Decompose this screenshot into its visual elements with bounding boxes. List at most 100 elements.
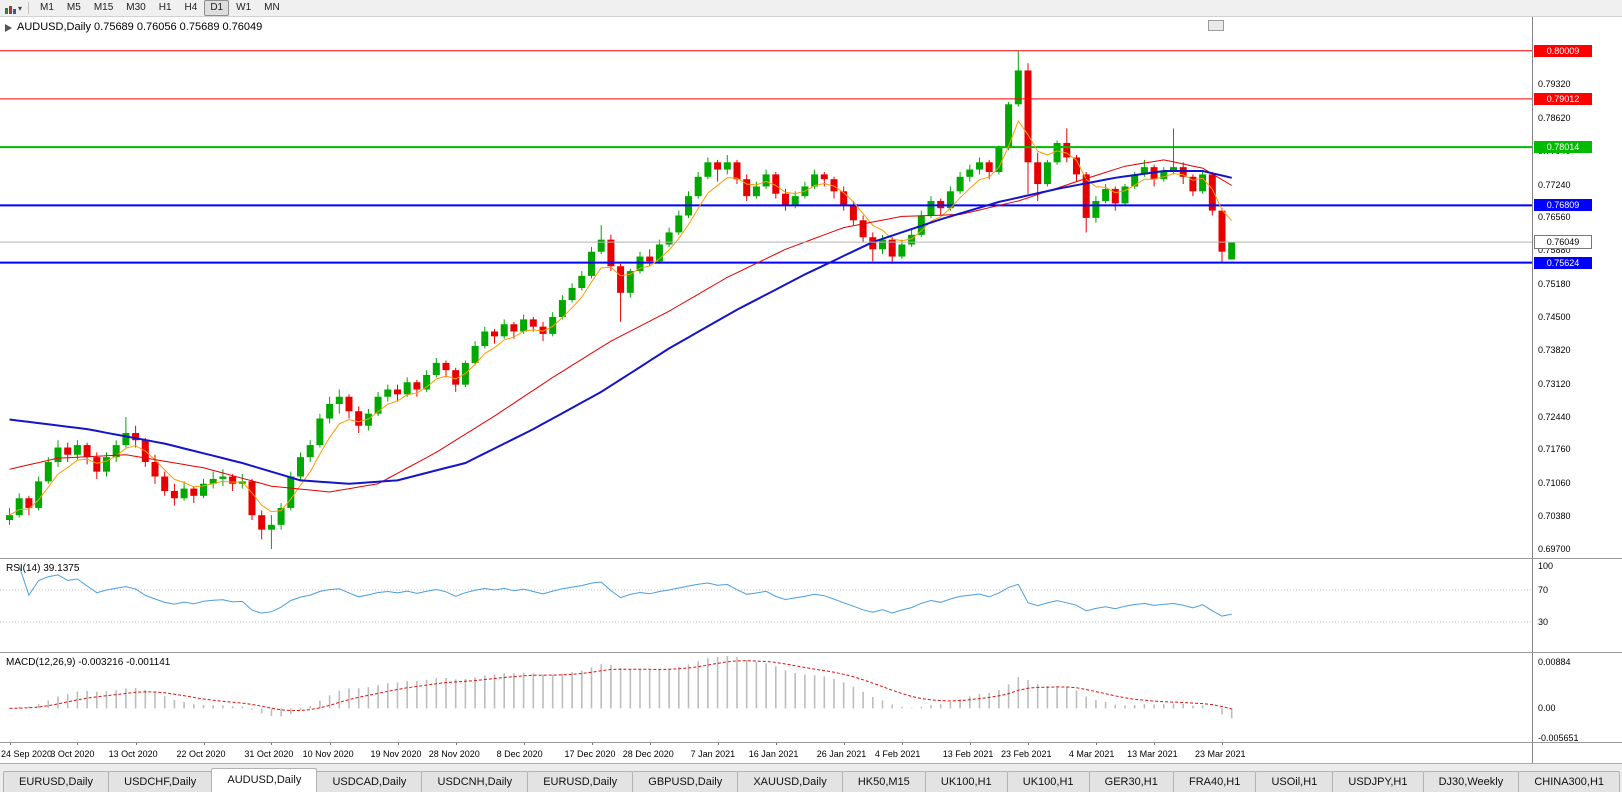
hline-price-label: 0.80009 xyxy=(1534,44,1592,57)
time-axis-tick xyxy=(9,742,11,745)
price-scale[interactable]: 0.793200.786200.779400.772400.765600.758… xyxy=(1532,17,1622,763)
tab-gbpusd-daily[interactable]: GBPUSD,Daily xyxy=(632,771,739,792)
timeframe-m15[interactable]: M15 xyxy=(93,2,114,13)
date-label: 31 Oct 2020 xyxy=(244,749,294,759)
moving-average-fast xyxy=(9,119,1233,516)
price-axis-tick: 0.73820 xyxy=(1538,344,1571,355)
tab-hk50-m15[interactable]: HK50,M15 xyxy=(841,771,926,792)
price-axis-tick: 0.70380 xyxy=(1538,511,1571,522)
date-label: 28 Dec 2020 xyxy=(622,749,674,759)
time-axis[interactable]: 24 Sep 2020 3 Oct 2020 13 Oct 2020 22 Oct 2… xyxy=(0,742,1532,763)
macd-label: MACD(12,26,9) -0.003216 -0.001141 xyxy=(6,657,171,668)
date-label: 23 Mar 2021 xyxy=(1195,749,1246,759)
macd-axis-tick: 0.00884 xyxy=(1538,657,1571,667)
hline-price-label: 0.75624 xyxy=(1534,256,1592,269)
chart-title: AUDUSD,Daily 0.75689 0.76056 0.75689 0.7… xyxy=(17,21,262,33)
time-axis-tick xyxy=(397,742,399,745)
date-label: 19 Nov 2020 xyxy=(370,749,422,759)
date-label: 22 Oct 2020 xyxy=(176,749,226,759)
date-label: 10 Nov 2020 xyxy=(302,749,354,759)
timeframe-m5[interactable]: M5 xyxy=(66,2,81,13)
date-label: 17 Dec 2020 xyxy=(564,749,616,759)
timeframe-m1[interactable]: M1 xyxy=(40,2,54,13)
rsi-axis-tick: 100 xyxy=(1538,561,1554,571)
hline-price-label: 0.79012 xyxy=(1534,92,1592,105)
timeframe-d1[interactable]: D1 xyxy=(204,0,230,16)
rsi-indicator-pane[interactable] xyxy=(0,560,1532,652)
price-axis-tick: 0.73120 xyxy=(1538,378,1571,389)
tab-usoil-h1[interactable]: USOil,H1 xyxy=(1255,771,1334,792)
price-axis-tick: 0.69700 xyxy=(1538,544,1571,554)
rsi-axis-tick: 30 xyxy=(1538,617,1549,627)
time-axis-tick xyxy=(523,742,525,745)
rsi-axis-tick: 70 xyxy=(1538,585,1549,595)
timeframe-h4[interactable]: H4 xyxy=(184,2,198,13)
price-axis-tick: 0.75180 xyxy=(1538,279,1571,290)
chart-type-icon[interactable] xyxy=(4,3,17,14)
macd-axis-tick: 0.00 xyxy=(1538,703,1556,714)
price-axis-tick: 0.79320 xyxy=(1538,78,1571,89)
time-axis-tick xyxy=(1028,742,1029,745)
date-label: 13 Mar 2021 xyxy=(1127,749,1178,759)
date-label: 13 Oct 2020 xyxy=(108,749,158,759)
hline-price-label: 0.76809 xyxy=(1534,199,1592,212)
rsi-label: RSI(14) 39.1375 xyxy=(6,563,80,574)
tab-ger30-h1[interactable]: GER30,H1 xyxy=(1088,771,1174,792)
timeframe-buttons: M1 M5 M15 M30 H1 H4 D1 W1 MN xyxy=(34,0,287,16)
tab-usdcad-daily[interactable]: USDCAD,Daily xyxy=(316,771,423,792)
tab-china300-h1[interactable]: CHINA300,H1 xyxy=(1518,771,1621,792)
timeframe-toolbar: ▾ M1 M5 M15 M30 H1 H4 D1 W1 MN xyxy=(0,0,1622,17)
chart-shift-marker[interactable] xyxy=(1208,20,1224,31)
price-chart-pane[interactable] xyxy=(0,17,1532,558)
price-axis-tick: 0.72440 xyxy=(1538,411,1571,422)
date-label: 4 Feb 2021 xyxy=(874,749,921,759)
time-axis-tick xyxy=(649,742,651,745)
timeframe-m30[interactable]: M30 xyxy=(126,2,146,13)
price-axis-tick: 0.71760 xyxy=(1538,444,1571,455)
macd-signal-line xyxy=(9,660,1232,712)
time-axis-tick xyxy=(203,742,205,745)
tab-usdjpy-h1[interactable]: USDJPY,H1 xyxy=(1332,771,1424,792)
time-axis-tick xyxy=(329,742,331,745)
macd-indicator-pane[interactable] xyxy=(0,654,1532,742)
chart-window: AUDUSD,Daily 0.75689 0.76056 0.75689 0.7… xyxy=(0,17,1622,763)
price-axis-tick: 0.71060 xyxy=(1538,478,1571,489)
pane-separator[interactable] xyxy=(0,558,1622,559)
price-axis-tick: 0.78620 xyxy=(1538,112,1571,123)
tab-uk100-h1[interactable]: UK100,H1 xyxy=(924,771,1008,792)
date-label: 23 Feb 2021 xyxy=(1001,749,1052,759)
tab-uk100-h1[interactable]: UK100,H1 xyxy=(1006,771,1090,792)
tab-dj30-weekly[interactable]: DJ30,Weekly xyxy=(1422,771,1520,792)
date-label: 13 Feb 2021 xyxy=(942,749,994,759)
tab-usdchf-daily[interactable]: USDCHF,Daily xyxy=(108,771,213,792)
moving-average-medium xyxy=(9,159,1232,493)
date-label: 7 Jan 2021 xyxy=(690,749,736,759)
toolbar-separator xyxy=(28,2,30,14)
price-axis-tick: 0.74500 xyxy=(1538,311,1571,322)
tab-audusd-daily[interactable]: AUDUSD,Daily xyxy=(211,768,318,792)
time-axis-tick xyxy=(843,742,845,745)
chart-type-dropdown-caret-icon[interactable]: ▾ xyxy=(18,3,23,13)
timeframe-h1[interactable]: H1 xyxy=(158,2,172,13)
one-click-trading-icon[interactable] xyxy=(5,24,12,32)
tab-xauusd-daily[interactable]: XAUUSD,Daily xyxy=(737,771,843,792)
tab-fra40-h1[interactable]: FRA40,H1 xyxy=(1172,771,1257,792)
time-axis-tick xyxy=(1154,742,1156,745)
date-label: 3 Oct 2020 xyxy=(50,749,95,759)
tab-eurusd-daily[interactable]: EURUSD,Daily xyxy=(527,771,634,792)
time-axis-tick xyxy=(717,742,719,745)
tab-usdcnh-daily[interactable]: USDCNH,Daily xyxy=(421,771,529,792)
macd-histogram xyxy=(18,656,1233,719)
time-axis-tick xyxy=(969,742,971,745)
candles-layer[interactable] xyxy=(6,51,1236,550)
price-axis-tick: 0.77240 xyxy=(1538,179,1571,190)
tab-eurusd-daily[interactable]: EURUSD,Daily xyxy=(3,771,110,792)
date-label: 16 Jan 2021 xyxy=(748,749,799,759)
timeframe-mn[interactable]: MN xyxy=(264,2,280,13)
pane-separator[interactable] xyxy=(0,652,1622,653)
date-label: 28 Nov 2020 xyxy=(428,749,480,759)
ohlc-values: 0.75689 0.76056 0.75689 0.76049 xyxy=(94,21,263,33)
time-axis-tick xyxy=(455,742,457,745)
timeframe-w1[interactable]: W1 xyxy=(236,2,252,13)
date-label: 24 Sep 2020 xyxy=(1,749,53,759)
